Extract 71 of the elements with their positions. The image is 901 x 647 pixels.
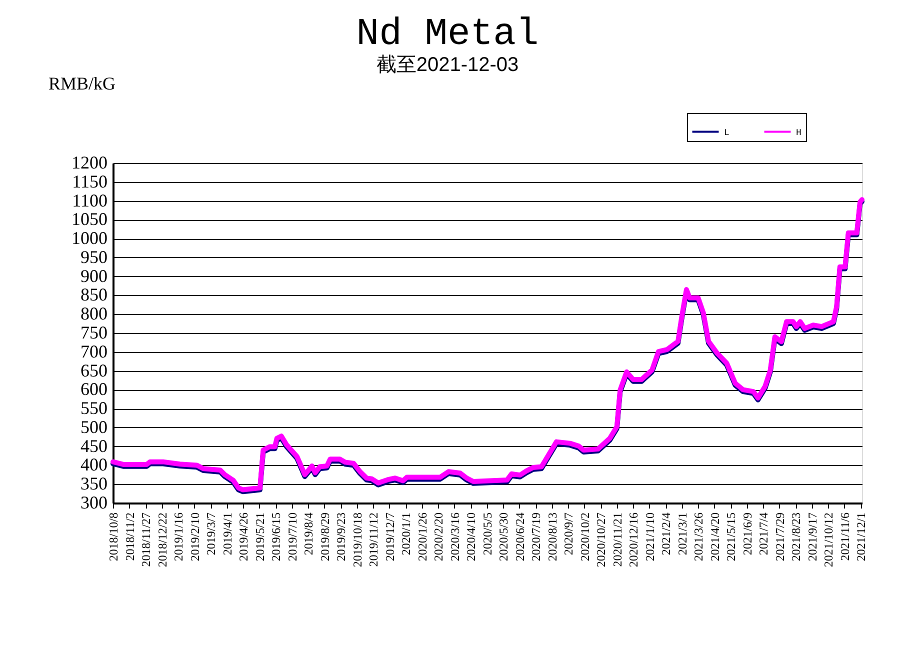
x-tick-label: 2019/5/21 [252, 512, 267, 562]
y-tick-label: 1050 [72, 209, 108, 230]
y-tick-label: 900 [80, 266, 108, 286]
y-tick-label: 500 [80, 416, 108, 437]
x-tick-label: 2019/2/10 [188, 512, 202, 562]
y-tick-label: 1150 [72, 171, 108, 192]
x-tick-label: 2019/12/7 [382, 512, 397, 562]
legend-label: H [796, 128, 802, 138]
x-tick-label: 2019/11/12 [366, 512, 381, 567]
x-tick-label: 2020/5/5 [480, 512, 494, 556]
x-tick-label: 2021/7/4 [756, 512, 771, 556]
x-tick-label: 2020/12/16 [626, 512, 641, 568]
x-tick-label: 2020/7/19 [529, 512, 544, 562]
x-tick-label: 2020/3/16 [448, 512, 462, 562]
x-tick-label: 2020/2/20 [432, 512, 446, 562]
x-tick-label: 2019/6/15 [269, 512, 284, 562]
x-tick-label: 2021/4/20 [708, 512, 722, 562]
x-tick-label: 2021/9/17 [805, 512, 820, 562]
y-tick-label: 800 [80, 304, 108, 324]
x-tick-label: 2020/11/21 [610, 512, 624, 567]
x-tick-label: 2019/8/29 [318, 512, 332, 562]
y-tick-label: 950 [80, 246, 108, 267]
x-tick-label: 2018/10/8 [106, 512, 120, 562]
y-axis-title: RMB/kG [48, 74, 116, 94]
y-tick-label: 650 [80, 360, 108, 380]
x-tick-label: 2021/11/6 [838, 512, 852, 561]
x-tick-label: 2020/1/26 [415, 512, 430, 562]
y-tick-label: 1000 [72, 228, 108, 248]
x-tick-label: 2018/11/27 [139, 512, 154, 567]
legend-label: L [724, 128, 730, 138]
x-tick-label: 2021/10/12 [822, 512, 836, 568]
x-tick-label: 2019/1/16 [172, 512, 186, 562]
x-tick-label: 2020/10/2 [578, 512, 592, 562]
y-tick-label: 700 [80, 341, 108, 362]
x-tick-label: 2020/4/10 [464, 512, 478, 562]
x-tick-label: 2020/5/30 [496, 512, 511, 562]
y-tick-label: 550 [80, 398, 108, 418]
y-tick-label: 600 [80, 379, 108, 400]
x-tick-label: 2018/11/2 [122, 512, 137, 561]
x-tick-label: 2019/4/1 [220, 512, 234, 556]
x-tick-label: 2018/12/22 [155, 512, 170, 568]
x-tick-label: 2020/9/7 [562, 512, 576, 556]
chart-subtitle: 截至2021-12-03 [376, 54, 519, 76]
x-tick-label: 2019/10/18 [350, 512, 364, 568]
x-tick-label: 2021/2/4 [659, 512, 674, 556]
y-tick-label: 450 [80, 436, 108, 456]
x-tick-label: 2020/1/1 [399, 512, 414, 556]
x-tick-label: 2019/7/10 [285, 512, 300, 562]
y-tick-label: 1200 [72, 152, 108, 172]
x-tick-label: 2021/3/26 [692, 512, 706, 562]
x-tick-label: 2019/3/7 [204, 512, 218, 556]
x-tick-label: 2021/6/9 [740, 512, 754, 556]
y-tick-label: 350 [80, 474, 108, 494]
x-tick-label: 2020/8/13 [545, 512, 560, 562]
x-tick-label: 2021/3/1 [675, 512, 690, 556]
y-tick-label: 300 [80, 492, 108, 512]
y-tick-label: 1100 [72, 190, 108, 210]
x-tick-label: 2021/7/29 [772, 512, 787, 562]
y-tick-label: 850 [80, 284, 108, 305]
x-tick-label: 2021/8/23 [789, 512, 804, 562]
x-tick-label: 2019/9/23 [334, 512, 348, 562]
x-tick-label: 2021/1/10 [642, 512, 657, 562]
x-tick-label: 2019/4/26 [236, 512, 251, 562]
y-tick-label: 750 [80, 322, 108, 342]
y-tick-label: 400 [80, 454, 108, 475]
x-tick-label: 2019/8/4 [302, 512, 316, 556]
x-tick-label: 2021/12/1 [854, 512, 868, 562]
x-tick-label: 2020/6/24 [512, 512, 527, 562]
x-tick-label: 2020/10/27 [594, 512, 608, 568]
x-tick-label: 2021/5/15 [724, 512, 738, 562]
chart-title: Nd Metal [356, 13, 539, 56]
